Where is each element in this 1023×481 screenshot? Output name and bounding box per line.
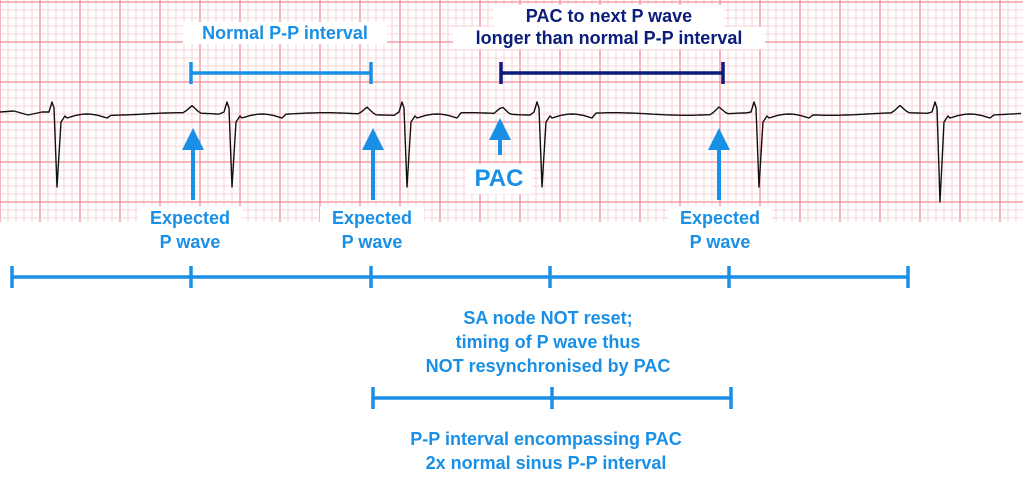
- expected-p-label-1-line2: P wave: [159, 232, 221, 252]
- sa-node-note: SA node NOT reset; timing of P wave thus…: [380, 306, 716, 378]
- expected-p-arrow-3: [708, 128, 730, 200]
- ecg-trace: [0, 101, 1022, 203]
- expected-p-label-2-line2: P wave: [341, 232, 403, 252]
- pac-arrow: [489, 118, 511, 155]
- sa-node-note-line1: SA node NOT reset;: [463, 308, 633, 328]
- sa-node-note-line3: NOT resynchronised by PAC: [425, 356, 671, 376]
- normal-pp-label: Normal P-P interval: [183, 22, 387, 44]
- pac-next-label-line1: PAC to next P wave: [494, 5, 724, 27]
- expected-p-arrow-1: [182, 128, 204, 200]
- expected-p-label-1-line1: Expected: [149, 208, 231, 228]
- encompass-note-line2: 2x normal sinus P-P interval: [425, 453, 667, 473]
- expected-p-label-1: Expected P wave: [138, 206, 242, 254]
- expected-p-label-3-line2: P wave: [689, 232, 751, 252]
- sa-node-note-line2: timing of P wave thus: [455, 332, 641, 352]
- encompass-note-line1: P-P interval encompassing PAC: [410, 429, 682, 449]
- encompassing-pp-bracket: [371, 387, 733, 409]
- expected-p-label-2-line1: Expected: [331, 208, 413, 228]
- expected-p-arrow-2: [362, 128, 384, 200]
- encompass-note: P-P interval encompassing PAC 2x normal …: [366, 427, 726, 475]
- pac-label: PAC: [466, 164, 532, 194]
- pac-next-label-line2: longer than normal P-P interval: [453, 27, 765, 49]
- expected-p-label-3-line1: Expected: [679, 208, 761, 228]
- timing-scale: [10, 266, 910, 288]
- pac-to-next-p-bracket: [499, 62, 725, 84]
- expected-p-label-3: Expected P wave: [668, 206, 772, 254]
- expected-p-label-2: Expected P wave: [320, 206, 424, 254]
- normal-pp-bracket: [189, 62, 373, 84]
